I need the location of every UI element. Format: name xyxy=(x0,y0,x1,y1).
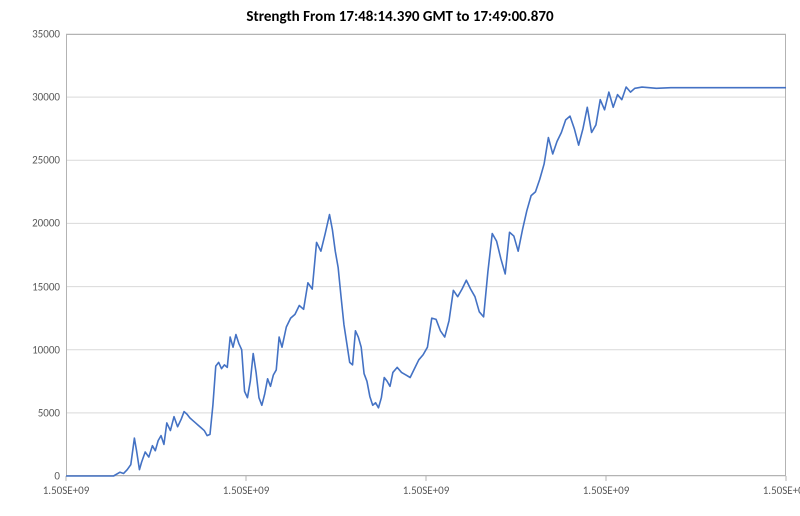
y-tick-label: 0 xyxy=(0,470,60,483)
x-tick-label: 1.50SE+09 xyxy=(583,484,630,497)
y-axis-labels: 05000100001500020000250003000035000 xyxy=(0,34,60,476)
y-tick-label: 35000 xyxy=(0,28,60,41)
chart-svg xyxy=(66,34,786,476)
y-tick-label: 25000 xyxy=(0,154,60,167)
plot-area xyxy=(66,34,786,476)
x-tick-label: 1.50SE+09 xyxy=(223,484,270,497)
x-tick-label: 1.50SE+09 xyxy=(403,484,450,497)
x-axis-labels: 1.50SE+091.50SE+091.50SE+091.50SE+091.50… xyxy=(66,484,786,504)
y-tick-label: 10000 xyxy=(0,343,60,356)
strength-line-chart: Strength From 17:48:14.390 GMT to 17:49:… xyxy=(0,0,800,516)
y-tick-label: 20000 xyxy=(0,217,60,230)
x-tick-label: 1.50SE+09 xyxy=(43,484,90,497)
y-tick-label: 30000 xyxy=(0,91,60,104)
chart-title: Strength From 17:48:14.390 GMT to 17:49:… xyxy=(0,8,800,26)
y-tick-label: 5000 xyxy=(0,406,60,419)
y-tick-label: 15000 xyxy=(0,280,60,293)
x-tick-label: 1.50SE+09 xyxy=(763,484,800,497)
